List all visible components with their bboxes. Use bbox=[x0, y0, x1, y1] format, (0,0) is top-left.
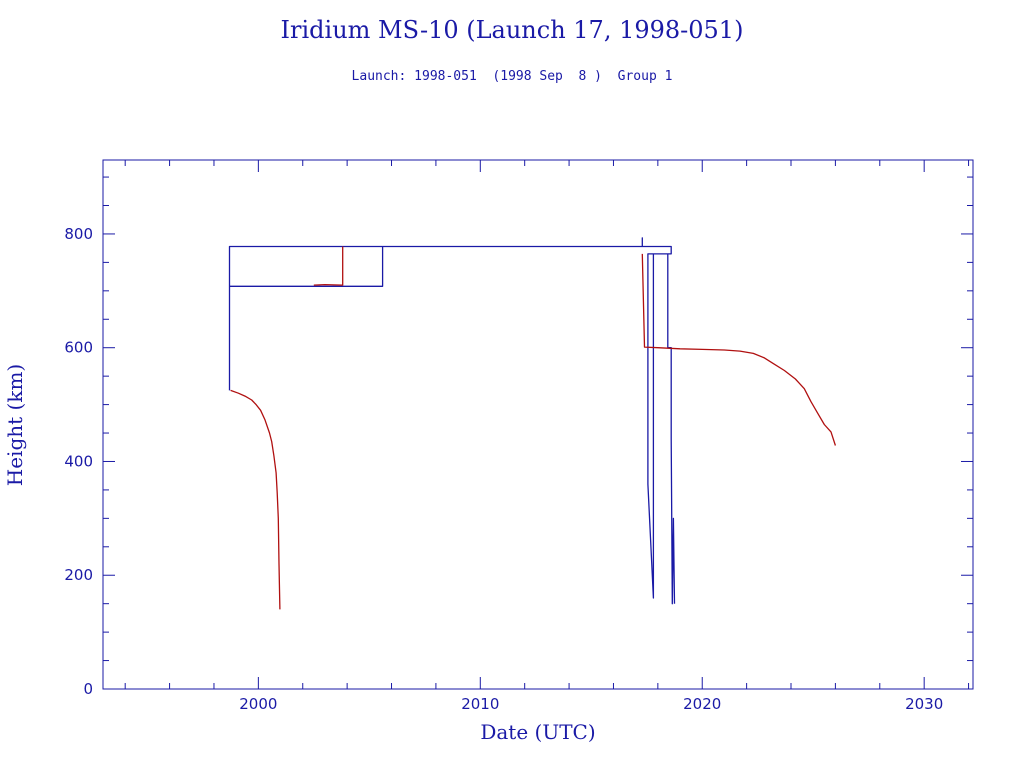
chart-subtitle: Launch: 1998-051 (1998 Sep 8 ) Group 1 bbox=[352, 69, 673, 84]
y-axis-label: Height (km) bbox=[3, 364, 27, 486]
y-tick-label: 600 bbox=[64, 339, 93, 357]
x-tick-label: 2020 bbox=[683, 695, 721, 713]
series-layer bbox=[228, 237, 837, 610]
series-line-2 bbox=[230, 389, 281, 610]
axis-ticks bbox=[103, 160, 973, 690]
x-tick-label: 2000 bbox=[239, 695, 277, 713]
x-tick-label: 2010 bbox=[461, 695, 499, 713]
axis-tick-labels: 2000 2010 2020 2030 0 200 400 600 800 bbox=[64, 225, 943, 713]
y-tick-label: 800 bbox=[64, 225, 93, 243]
plot-frame bbox=[102, 159, 974, 690]
y-tick-label: 400 bbox=[64, 452, 93, 470]
chart-title: Iridium MS-10 (Launch 17, 1998-051) bbox=[281, 16, 744, 44]
y-tick-label: 200 bbox=[64, 566, 93, 584]
series-line-3 bbox=[313, 246, 344, 286]
x-tick-label: 2030 bbox=[905, 695, 943, 713]
series-line-4 bbox=[641, 253, 837, 446]
x-axis-label: Date (UTC) bbox=[480, 720, 595, 744]
y-tick-label: 0 bbox=[83, 680, 93, 698]
series-line-1 bbox=[228, 237, 676, 605]
